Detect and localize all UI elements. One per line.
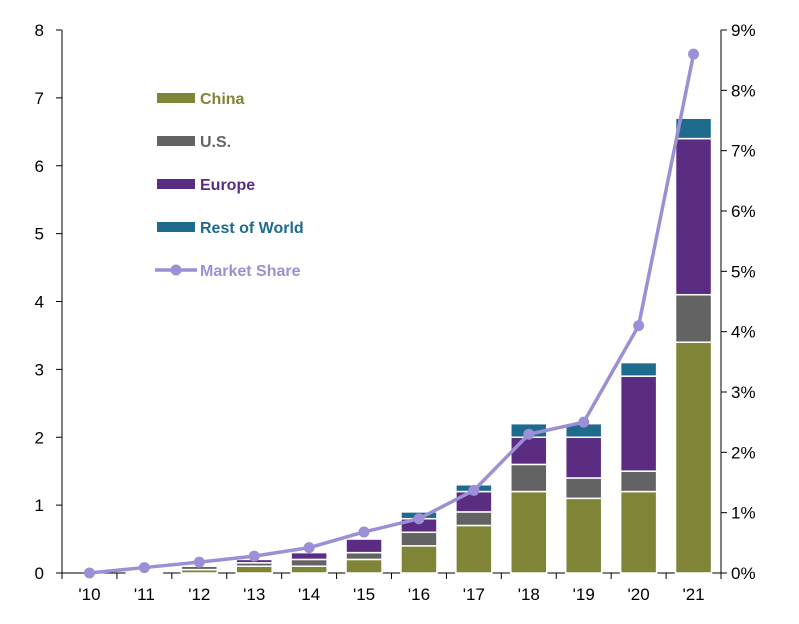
y2-tick-label: 5% [731, 262, 756, 281]
market-share-point-9 [578, 416, 590, 428]
bar-china-9 [564, 497, 603, 574]
bar-u-s-8 [510, 463, 548, 493]
bar-u-s-6 [400, 531, 438, 547]
legend-swatch-3 [157, 222, 195, 232]
bar-europe-11 [674, 137, 713, 296]
legend-label-market-share: Market Share [200, 263, 301, 280]
market-share-point-7 [468, 484, 480, 496]
bar-china-4 [290, 565, 328, 574]
x-tick-label: '12 [188, 585, 210, 604]
legend: China U.S. Europe Rest of World Market Share [155, 91, 304, 280]
market-share-point-6 [413, 513, 425, 525]
y2-tick-label: 8% [731, 81, 756, 100]
bar-europe-9 [564, 436, 603, 479]
bar-china-5 [345, 558, 383, 574]
x-tick-label: '17 [463, 585, 485, 604]
legend-label-1: U.S. [200, 134, 231, 151]
x-tick-label: '15 [353, 585, 375, 604]
bar-rest-of-world-11 [674, 117, 713, 140]
y-tick-label: 2 [35, 428, 44, 447]
legend-label-2: Europe [200, 177, 255, 194]
y-tick-label: 7 [35, 89, 44, 108]
bar-china-10 [619, 490, 658, 574]
bar-china-7 [455, 524, 493, 574]
y2-tick-label: 3% [731, 383, 756, 402]
bar-rest-of-world-10 [619, 361, 658, 377]
x-tick-label: '11 [134, 585, 155, 604]
bar-u-s-5 [345, 551, 383, 561]
market-share-point-2 [193, 556, 205, 568]
x-tick-label: '18 [518, 585, 540, 604]
x-tick-label: '16 [408, 585, 430, 604]
bar-china-11 [674, 341, 713, 574]
y-tick-label: 6 [35, 157, 44, 176]
bar-europe-4 [290, 551, 328, 561]
bar-u-s-11 [674, 293, 713, 343]
y-tick-label: 3 [35, 360, 44, 379]
y2-tick-label: 0% [731, 564, 756, 583]
legend-swatch-0 [157, 93, 195, 103]
market-share-point-3 [248, 550, 260, 562]
market-share-point-11 [688, 48, 700, 60]
bar-china-8 [510, 490, 548, 574]
x-tick-label: '10 [78, 585, 100, 604]
y-tick-label: 5 [35, 225, 44, 244]
legend-swatch-2 [157, 179, 195, 189]
bar-china-6 [400, 545, 438, 574]
bar-u-s-9 [564, 477, 603, 500]
bar-china-3 [235, 565, 273, 574]
y2-tick-label: 9% [731, 21, 756, 40]
x-tick-label: '19 [573, 585, 595, 604]
legend-swatch-1 [157, 136, 195, 146]
market-share-point-8 [523, 428, 535, 440]
y-tick-label: 8 [35, 21, 44, 40]
y2-tick-label: 6% [731, 202, 756, 221]
legend-label-3: Rest of World [200, 220, 304, 237]
bar-europe-5 [345, 538, 383, 554]
y2-tick-label: 1% [731, 504, 756, 523]
x-tick-label: '13 [243, 585, 265, 604]
y-tick-label: 0 [35, 564, 44, 583]
x-tick-label: '20 [628, 585, 650, 604]
market-share-point-1 [138, 562, 150, 574]
market-share-point-0 [83, 567, 95, 579]
x-tick-label: '14 [298, 585, 320, 604]
market-share-point-4 [303, 542, 315, 554]
bar-europe-10 [619, 375, 658, 472]
y2-tick-label: 2% [731, 443, 756, 462]
legend-label-0: China [200, 91, 245, 108]
y2-tick-label: 4% [731, 323, 756, 342]
y2-tick-label: 7% [731, 142, 756, 161]
market-share-point-5 [358, 526, 370, 538]
bar-u-s-7 [455, 511, 493, 527]
x-tick-label: '21 [682, 585, 704, 604]
bar-europe-8 [510, 436, 548, 466]
bar-u-s-4 [290, 558, 328, 567]
axes: 0 1 2 3 4 5 6 7 8 0% 1% 2% 3% 4% 5% 6% 7% 8% 9% '10 '11 '12 '1… [35, 21, 756, 604]
legend-marker-market-share [170, 264, 182, 276]
market-share-point-10 [633, 320, 645, 332]
y-tick-label: 1 [35, 496, 44, 515]
bar-u-s-10 [619, 470, 658, 493]
market-share-line [83, 48, 700, 579]
y-tick-label: 4 [35, 293, 44, 312]
market-share-path [89, 53, 696, 575]
